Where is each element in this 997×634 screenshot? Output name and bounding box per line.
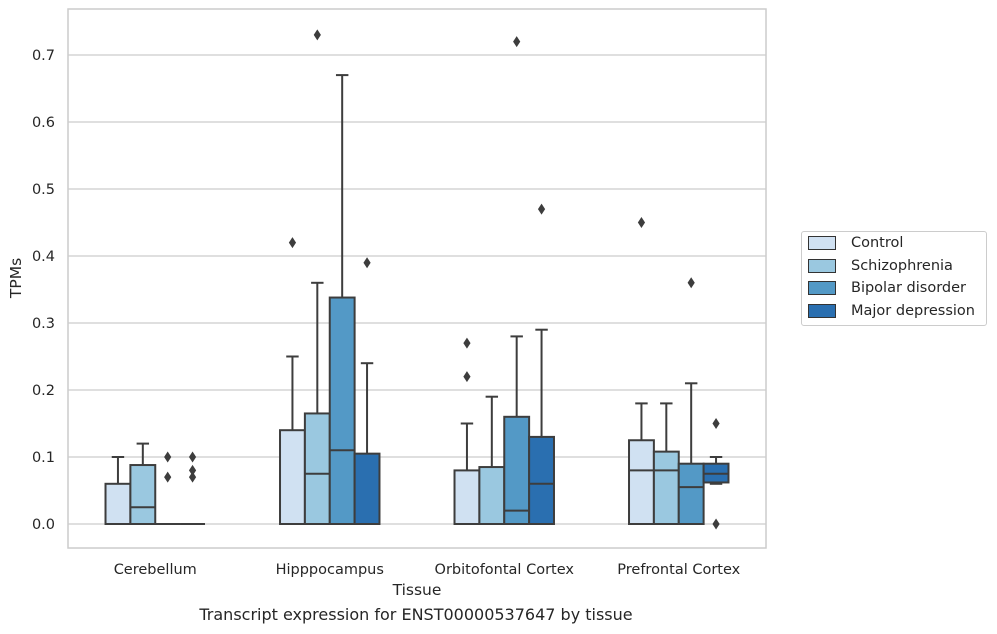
legend-swatch-major-depression	[808, 303, 836, 318]
outlier-point	[687, 277, 695, 289]
box-body	[478, 466, 506, 525]
box-0-2	[453, 337, 481, 525]
box-body	[104, 482, 132, 525]
box-body	[129, 464, 157, 526]
box-body	[328, 296, 356, 526]
legend-item-bipolar-disorder[interactable]: Bipolar disorder	[802, 277, 986, 300]
box-body	[303, 412, 331, 526]
box-3-2	[528, 203, 555, 525]
box-1-1	[303, 29, 331, 526]
x-tick-label: Hipppocampus	[276, 562, 384, 578]
box-body	[353, 452, 381, 525]
box-2-0	[155, 451, 181, 525]
outlier-point	[537, 203, 546, 215]
box-body	[279, 429, 306, 526]
box-0-0	[104, 456, 132, 525]
outlier-point	[712, 518, 720, 530]
x-tick-label: Cerebellum	[114, 562, 197, 578]
legend-swatch-schizophrenia	[808, 258, 836, 273]
box-2-2	[503, 36, 531, 525]
box-3-3	[702, 418, 730, 530]
legend-swatch-control	[808, 236, 836, 251]
y-tick-label: 0.6	[32, 115, 55, 131]
x-tick-label: Orbitofontal Cortex	[435, 562, 575, 578]
box-body	[628, 439, 655, 525]
box-0-1	[279, 237, 306, 526]
y-tick-label: 0.7	[32, 48, 55, 64]
legend: Control Schizophrenia Bipolar disorder M…	[801, 231, 987, 326]
grid-lines	[68, 54, 766, 525]
box-1-0	[129, 442, 157, 526]
legend-swatch-bipolar-disorder	[808, 281, 836, 296]
x-tick-label: Prefrontal Cortex	[617, 562, 740, 578]
legend-label-bipolar-disorder: Bipolar disorder	[851, 280, 966, 297]
box-body	[677, 462, 705, 526]
legend-label-schizophrenia: Schizophrenia	[851, 257, 953, 274]
y-axis-label: TPMs	[7, 258, 25, 299]
outlier-point	[513, 36, 521, 48]
outlier-point	[313, 29, 321, 41]
outlier-point	[188, 464, 197, 476]
legend-item-control[interactable]: Control	[802, 232, 986, 255]
legend-label-control: Control	[851, 235, 904, 252]
box-1-2	[478, 395, 506, 525]
outlier-point	[712, 418, 720, 429]
legend-item-schizophrenia[interactable]: Schizophrenia	[802, 255, 986, 278]
outlier-point	[164, 471, 172, 483]
box-3-1	[353, 257, 381, 525]
boxes-layer	[104, 29, 730, 530]
outlier-point	[363, 257, 371, 269]
box-3-0	[180, 451, 205, 525]
box-body	[528, 435, 555, 525]
y-tick-label: 0.5	[32, 182, 55, 198]
x-axis-ticks: Cerebellum Hipppocampus Orbitofontal Corte…	[114, 562, 741, 578]
y-axis-ticks: 0.0 0.1 0.2 0.3 0.4 0.5 0.6 0.7	[32, 48, 55, 533]
box-1-3	[652, 402, 680, 526]
box-body	[453, 469, 481, 525]
outlier-point	[188, 451, 197, 463]
plot-area-frame	[67, 8, 767, 549]
box-body	[652, 450, 680, 526]
legend-item-major-depression[interactable]: Major depression	[802, 300, 986, 323]
legend-label-major-depression: Major depression	[851, 302, 975, 319]
outlier-point	[637, 217, 646, 228]
y-tick-label: 0.3	[32, 316, 55, 332]
outlier-point	[463, 371, 471, 383]
box-2-3	[677, 277, 705, 526]
x-axis-label: Tissue	[392, 581, 442, 599]
y-tick-label: 0.0	[32, 517, 55, 533]
outlier-point	[164, 451, 172, 463]
y-tick-label: 0.4	[32, 249, 55, 265]
figure-caption: Transcript expression for ENST0000053764…	[199, 605, 633, 624]
box-2-1	[328, 74, 356, 526]
box-body	[503, 415, 531, 525]
y-tick-label: 0.1	[32, 450, 55, 466]
y-tick-label: 0.2	[32, 383, 55, 399]
outlier-point	[288, 237, 297, 249]
outlier-point	[463, 337, 471, 349]
box-0-3	[628, 217, 655, 525]
outlier-point	[188, 471, 197, 483]
